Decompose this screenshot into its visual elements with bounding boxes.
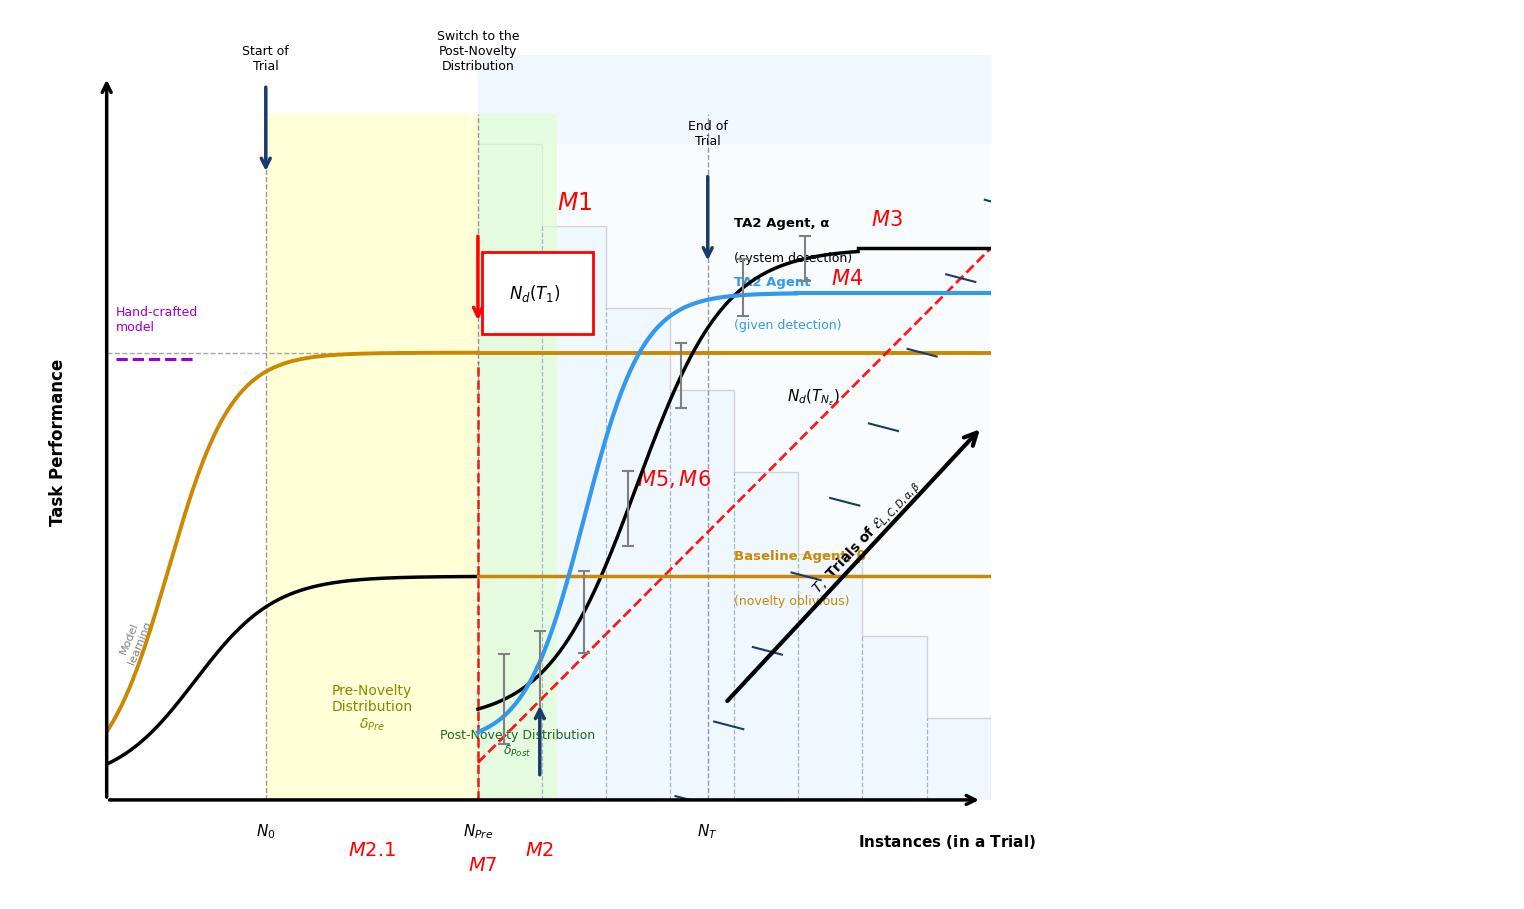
Bar [799, 144, 863, 554]
Text: Start of
Trial: Start of Trial [242, 45, 290, 74]
Text: $\mathit{M2}$: $\mathit{M2}$ [526, 841, 555, 860]
Text: $\mathit{M7}$: $\mathit{M7}$ [468, 856, 497, 874]
Bar [863, 144, 927, 636]
Text: (system detection): (system detection) [735, 252, 852, 265]
Text: Pre-Novelty
Distribution
$\delta_{Pre}$: Pre-Novelty Distribution $\delta_{Pre}$ [331, 684, 413, 733]
Text: (novelty oblivious): (novelty oblivious) [735, 595, 850, 608]
Text: TA2 Agent: TA2 Agent [735, 276, 811, 289]
Text: Hand-crafted
model: Hand-crafted model [116, 306, 198, 335]
Text: $\mathit{M1}$: $\mathit{M1}$ [558, 191, 593, 215]
Bar [607, 144, 671, 308]
Text: $T,\ \mathbf{Trials\ of}\ \mathcal{E}_{L,C,D,\alpha,\beta}$: $T,\ \mathbf{Trials\ of}\ \mathcal{E}_{L… [809, 476, 925, 599]
Text: (given detection): (given detection) [735, 319, 841, 332]
Polygon shape [479, 40, 1009, 800]
Text: End of
Trial: End of Trial [687, 120, 727, 148]
Text: TA2 Agent, α: TA2 Agent, α [735, 216, 829, 230]
Text: $N_d(T_{N_\varepsilon})$: $N_d(T_{N_\varepsilon})$ [788, 387, 841, 408]
FancyBboxPatch shape [482, 252, 593, 335]
Bar [265, 115, 479, 800]
Text: $N_d(T_1)$: $N_d(T_1)$ [509, 283, 561, 304]
Text: $N_{Pre}$: $N_{Pre}$ [463, 823, 494, 841]
Text: Post-Novelty Distribution
$\delta_{Post}$: Post-Novelty Distribution $\delta_{Post}… [440, 729, 596, 759]
Text: $\mathit{M4}$: $\mathit{M4}$ [832, 269, 864, 289]
Bar [927, 144, 991, 718]
Text: $\mathbf{Instances}$ (in a Trial): $\mathbf{Instances}$ (in a Trial) [858, 834, 1036, 852]
Bar [735, 144, 799, 472]
Text: Baseline Agent, β: Baseline Agent, β [735, 550, 866, 563]
Bar [671, 144, 735, 390]
Text: Model
learning: Model learning [116, 615, 154, 665]
Text: $\mathit{M3}$: $\mathit{M3}$ [872, 210, 902, 230]
Text: $\mathit{M2.1}$: $\mathit{M2.1}$ [347, 841, 396, 860]
Text: $N_0$: $N_0$ [256, 823, 276, 841]
Bar [543, 144, 607, 226]
Text: $\mathit{M5, M6}$: $\mathit{M5, M6}$ [637, 468, 712, 491]
Text: Switch to the
Post-Novelty
Distribution: Switch to the Post-Novelty Distribution [437, 30, 520, 74]
Text: Task Performance: Task Performance [49, 358, 67, 525]
Bar [479, 115, 558, 800]
Text: $N_T$: $N_T$ [698, 823, 718, 841]
